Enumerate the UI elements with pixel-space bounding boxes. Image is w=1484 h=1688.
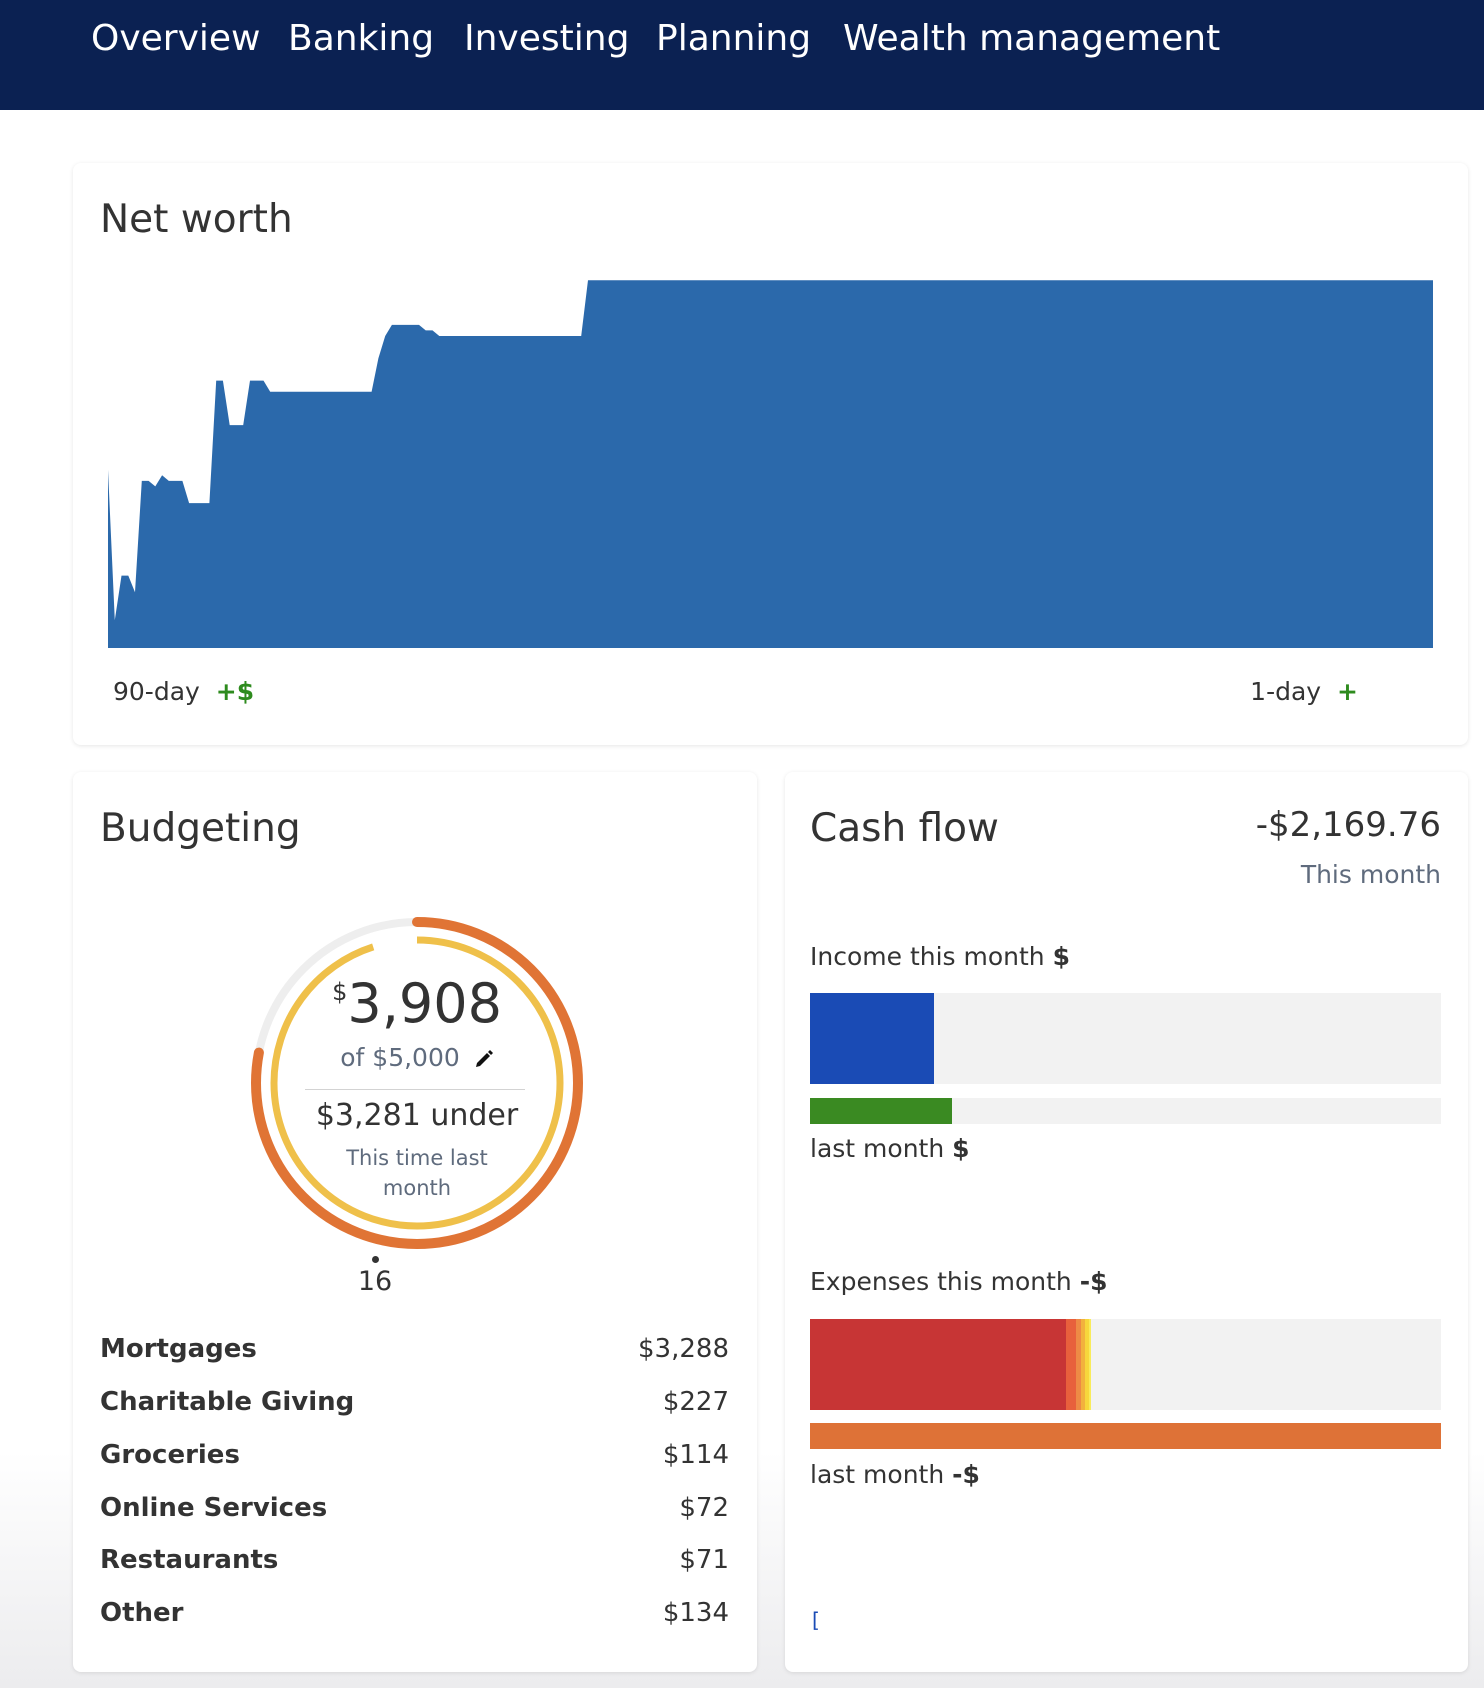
category-value: $114 bbox=[662, 1440, 729, 1470]
income-last-month-bar[interactable] bbox=[810, 1098, 1441, 1124]
expense-segment bbox=[1076, 1319, 1082, 1410]
budget-total-label: of $5,000 bbox=[340, 1043, 460, 1072]
category-name[interactable]: Groceries bbox=[100, 1440, 240, 1470]
net-worth-title: Net worth bbox=[100, 197, 293, 242]
budget-spent-currency: $ bbox=[332, 978, 348, 1006]
expense-segment bbox=[1088, 1319, 1092, 1410]
top-navigation: Overview Banking Investing Planning Weal… bbox=[0, 0, 1484, 110]
nav-banking[interactable]: Banking bbox=[288, 18, 435, 59]
cash-flow-title: Cash flow bbox=[810, 806, 999, 851]
expense-segment bbox=[1081, 1319, 1086, 1410]
net-worth-card[interactable]: Net worth 90-day +$ 1-day + bbox=[73, 163, 1468, 745]
cash-flow-footer-glyph: [ bbox=[812, 1608, 820, 1632]
cash-flow-card[interactable]: Cash flow -$2,169.76 This month Income t… bbox=[785, 772, 1468, 1672]
budget-total: of $5,000 bbox=[247, 1043, 587, 1072]
income-last-month-label: last month bbox=[810, 1134, 945, 1163]
category-name[interactable]: Other bbox=[100, 1598, 184, 1628]
day-marker-dot bbox=[372, 1256, 379, 1263]
budget-under: $3,281 under bbox=[315, 1098, 519, 1133]
income-this-month-bar[interactable] bbox=[810, 993, 1441, 1084]
cash-flow-amount: -$2,169.76 bbox=[1255, 805, 1441, 845]
expenses-last-month-fill bbox=[810, 1423, 1441, 1449]
expenses-last-month-bar[interactable] bbox=[810, 1423, 1441, 1449]
budget-compare-line-2: month bbox=[382, 1176, 452, 1200]
income-last-month-fill bbox=[810, 1098, 952, 1124]
budget-divider bbox=[305, 1089, 525, 1090]
category-name[interactable]: Mortgages bbox=[100, 1334, 257, 1364]
expenses-this-month-bar[interactable] bbox=[810, 1319, 1441, 1410]
net-worth-90-day-label: 90-day bbox=[113, 677, 200, 706]
net-worth-90-day: 90-day +$ bbox=[113, 677, 254, 706]
budget-ring-last-month bbox=[270, 936, 564, 1230]
net-worth-1-day-label: 1-day bbox=[1250, 677, 1322, 706]
income-this-month-label: Income this month bbox=[810, 942, 1045, 971]
net-worth-90-day-value: +$ bbox=[215, 677, 255, 706]
budgeting-title: Budgeting bbox=[100, 806, 301, 851]
expenses-last-month: last month -$ bbox=[810, 1460, 980, 1489]
category-value: $134 bbox=[662, 1598, 729, 1628]
nav-wealth-management[interactable]: Wealth management bbox=[843, 18, 1221, 59]
budget-ring bbox=[251, 917, 583, 1249]
expenses-this-month-label: Expenses this month bbox=[810, 1267, 1072, 1296]
day-marker-label: 16 bbox=[357, 1266, 393, 1297]
category-name[interactable]: Online Services bbox=[100, 1493, 328, 1523]
income-last-month: last month $ bbox=[810, 1134, 970, 1163]
budget-ring-spent bbox=[251, 917, 583, 1249]
net-worth-area bbox=[108, 280, 1433, 648]
budget-compare-line-1: This time last bbox=[346, 1146, 488, 1170]
budgeting-card[interactable]: Budgeting $3,908 of $5,000 $3,281 under … bbox=[73, 772, 757, 1672]
income-this-month-amount: $ bbox=[1052, 942, 1071, 971]
nav-overview[interactable]: Overview bbox=[91, 18, 261, 59]
category-name[interactable]: Restaurants bbox=[100, 1545, 279, 1575]
net-worth-chart bbox=[108, 280, 1433, 648]
expense-segment bbox=[1065, 1319, 1077, 1410]
expense-segment bbox=[1085, 1319, 1089, 1410]
expenses-last-month-label: last month bbox=[810, 1460, 945, 1489]
income-last-month-amount: $ bbox=[952, 1134, 970, 1163]
income-this-month-fill bbox=[810, 993, 935, 1084]
expenses-this-month: Expenses this month -$ bbox=[810, 1267, 1108, 1296]
category-value: $3,288 bbox=[638, 1334, 729, 1364]
expense-segment bbox=[810, 1319, 1066, 1410]
category-name[interactable]: Charitable Giving bbox=[100, 1387, 355, 1417]
nav-investing[interactable]: Investing bbox=[464, 18, 630, 59]
cash-flow-period: This month bbox=[1300, 860, 1441, 889]
category-value: $72 bbox=[679, 1493, 729, 1523]
budget-spent-amount: $3,908 bbox=[247, 972, 587, 1035]
budget-spent-value: 3,908 bbox=[347, 972, 502, 1035]
net-worth-1-day-value: + bbox=[1337, 677, 1358, 706]
nav-planning[interactable]: Planning bbox=[656, 18, 812, 59]
income-this-month: Income this month $ bbox=[810, 942, 1070, 971]
edit-pencil-icon[interactable] bbox=[474, 1048, 494, 1068]
category-value: $227 bbox=[662, 1387, 729, 1417]
expenses-this-month-amount: -$ bbox=[1079, 1267, 1108, 1296]
expenses-last-month-amount: -$ bbox=[952, 1460, 980, 1489]
net-worth-1-day: 1-day + bbox=[1250, 677, 1358, 706]
category-value: $71 bbox=[679, 1545, 729, 1575]
